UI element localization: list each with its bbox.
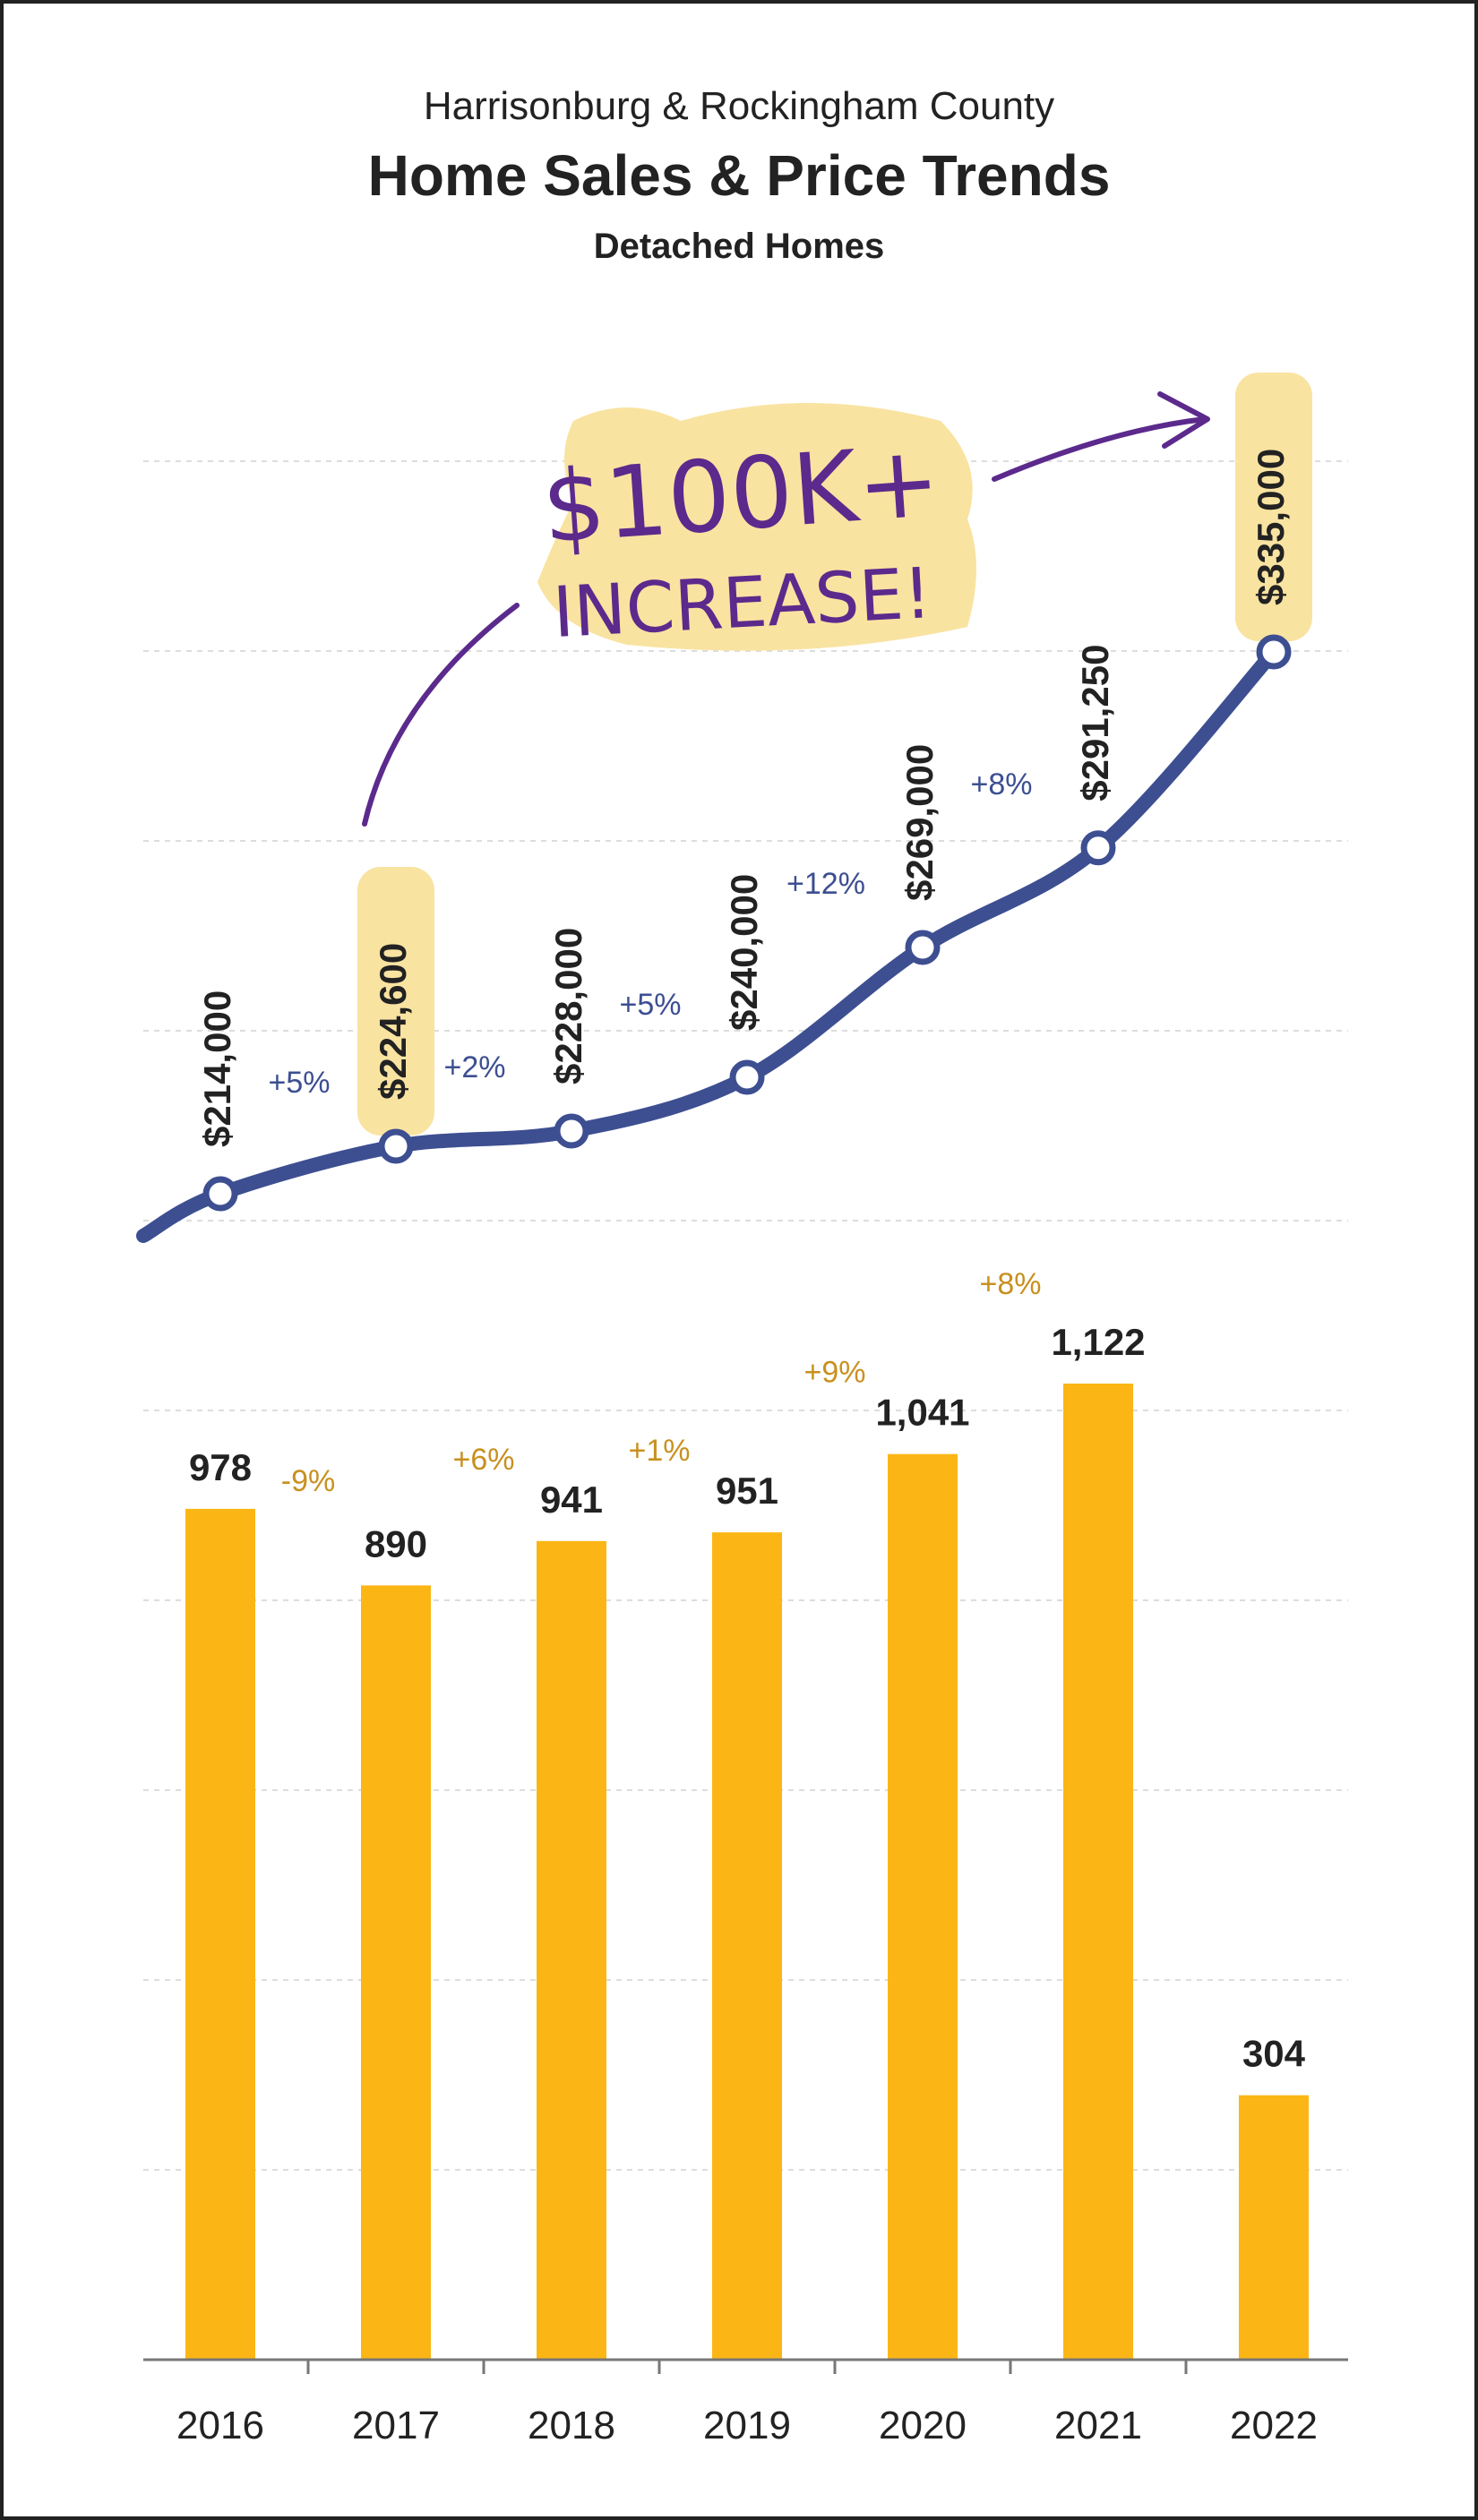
line-point-2017 (378, 1128, 414, 1164)
bar-series: 978 890 941 951 1,041 1,122 304 -9% +6% +1% +9% +8% (185, 1267, 1309, 2360)
bar-value-label: 890 (365, 1522, 427, 1564)
x-tick-label: 2017 (352, 2404, 440, 2447)
line-point-2022 (1256, 634, 1292, 670)
line-value-label: $224,600 (372, 943, 414, 1100)
chart-subtitle-top: Harrisonburg & Rockingham County (424, 84, 1054, 128)
annotation-arrow (992, 416, 1207, 482)
annotation-arrowhead (1157, 391, 1210, 449)
bar-2018 (537, 1540, 606, 2360)
bar-value-label: 1,041 (875, 1392, 969, 1434)
bar-value-label: 304 (1242, 2033, 1306, 2075)
bar-value-label: 978 (189, 1446, 252, 1488)
x-tick-label: 2019 (703, 2404, 791, 2447)
x-tick-label: 2016 (176, 2404, 264, 2447)
bar-2020 (888, 1453, 958, 2360)
line-change-label: +8% (971, 767, 1033, 801)
annotation: $100K+INCREASE! (362, 391, 1210, 827)
line-value-label: $214,000 (196, 990, 238, 1147)
bar-change-label: +1% (629, 1434, 691, 1468)
annotation-line2: INCREASE! (551, 553, 933, 654)
line-change-label: +12% (786, 867, 865, 901)
x-tick-label: 2020 (879, 2404, 967, 2447)
line-value-label: $291,250 (1074, 645, 1116, 801)
line-change-label: +5% (269, 1066, 331, 1100)
chart-subtitle: Detached Homes (594, 227, 885, 266)
highlight-layer (357, 373, 1312, 1136)
annotation-arrow-stroke (362, 603, 520, 827)
x-axis: 2016 2017 2018 2019 2020 2021 2022 (143, 2358, 1348, 2447)
line-value-label: $269,000 (898, 744, 941, 901)
line-change-label: +2% (444, 1050, 506, 1084)
bar-2019 (712, 1532, 782, 2360)
line-value-label: $228,000 (547, 928, 589, 1084)
line-point-2018 (554, 1113, 589, 1149)
bar-2022 (1239, 2095, 1309, 2360)
line-point-2020 (905, 930, 941, 965)
annotation-line1: $100K+ (538, 424, 943, 566)
bar-2021 (1063, 1384, 1133, 2360)
line-point-2019 (729, 1059, 765, 1095)
bar-value-label: 951 (716, 1470, 778, 1512)
bar-change-label: +8% (980, 1267, 1042, 1301)
bar-change-label: +6% (453, 1443, 515, 1477)
chart-title: Home Sales & Price Trends (368, 143, 1111, 208)
bar-change-label: +9% (804, 1356, 866, 1390)
label-highlight (357, 867, 434, 1136)
label-highlight (1235, 373, 1312, 641)
line-series: $214,000 $224,600 $228,000 $240,000 $269,000… (136, 449, 1292, 1243)
bar-value-label: 941 (540, 1479, 603, 1521)
line-value-label: $335,000 (1250, 449, 1292, 605)
bar-2017 (361, 1585, 431, 2360)
bar-2016 (185, 1508, 255, 2360)
line-change-label: +5% (620, 988, 682, 1022)
annotation-highlight (537, 403, 976, 651)
line-value-label: $240,000 (723, 874, 765, 1031)
x-tick-label: 2021 (1054, 2404, 1142, 2447)
x-tick-label: 2022 (1230, 2404, 1318, 2447)
bar-value-label: 1,122 (1051, 1321, 1145, 1363)
line-point-2016 (202, 1176, 238, 1212)
bar-change-label: -9% (281, 1464, 335, 1498)
x-tick-label: 2018 (528, 2404, 615, 2447)
line-point-2021 (1080, 830, 1116, 866)
